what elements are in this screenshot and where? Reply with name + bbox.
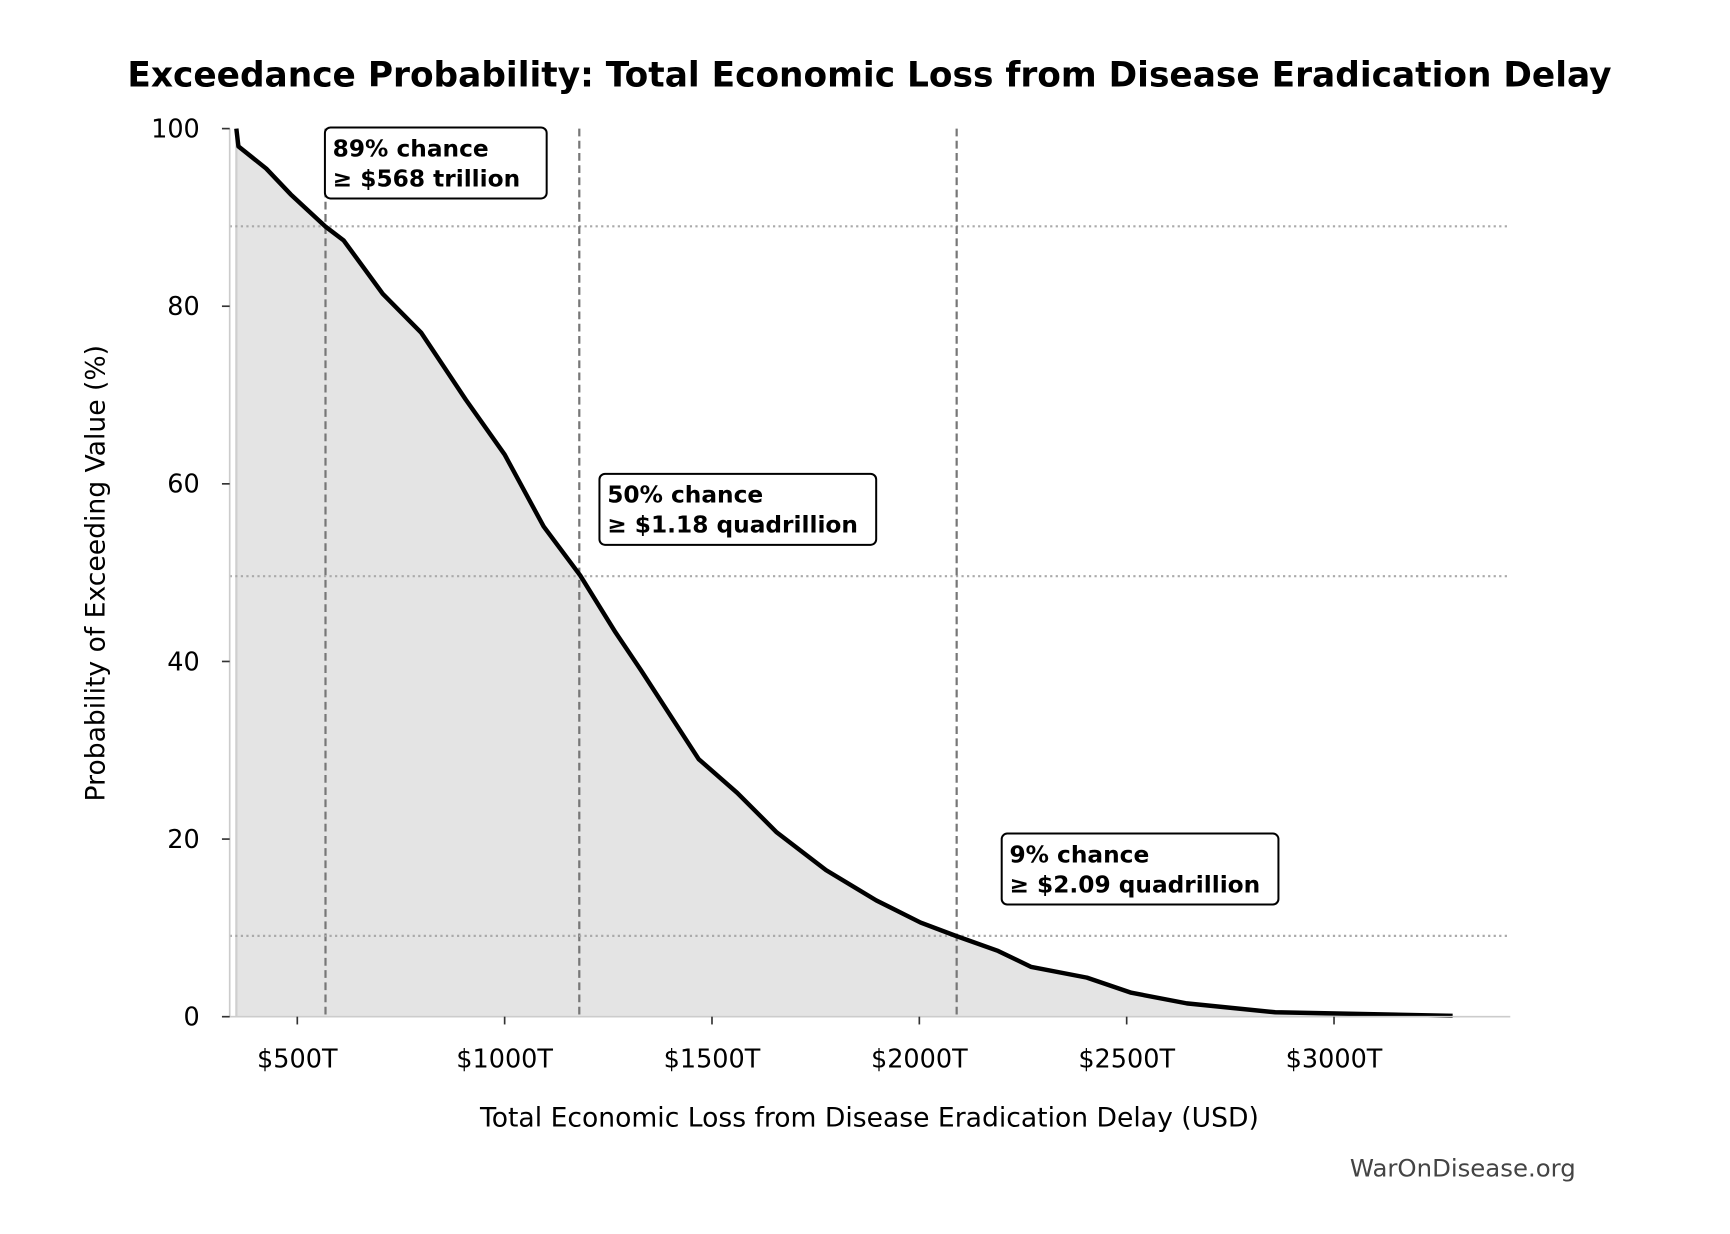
chart-title: Exceedance Probability: Total Economic L… <box>127 55 1611 95</box>
x-tick-label: $1000T <box>456 1045 553 1075</box>
y-tick-label: 100 <box>151 114 200 144</box>
annotation-line1: 89% chance <box>333 135 489 162</box>
x-tick-label: $500T <box>257 1045 338 1075</box>
plot-area: $500T $1000T $1500T $2000T $2500T $3000T 0 20 40… <box>151 114 1511 1075</box>
x-tick-label: $3000T <box>1286 1045 1383 1075</box>
annotation-line1: 50% chance <box>607 482 763 509</box>
x-tick-label: $1500T <box>664 1045 761 1075</box>
x-axis-label: Total Economic Loss from Disease Eradica… <box>479 1102 1259 1133</box>
exceedance-curve <box>234 128 1453 1019</box>
annotation-line2: ≥ $1.18 quadrillion <box>607 512 858 539</box>
y-tick-label: 0 <box>184 1003 200 1033</box>
annotation-line2: ≥ $568 trillion <box>333 165 521 192</box>
annotation-box-2: 9% chance ≥ $2.09 quadrillion <box>1000 832 1280 906</box>
y-tick-label: 80 <box>167 292 199 322</box>
annotation-border <box>598 472 878 546</box>
annotation-border <box>323 126 548 200</box>
annotation-box-0: 89% chance ≥ $568 trillion <box>323 126 548 200</box>
y-tick-label: 40 <box>167 647 199 677</box>
x-tick-label: $2000T <box>871 1045 968 1075</box>
annotation-line2: ≥ $2.09 quadrillion <box>1009 871 1260 898</box>
watermark: WarOnDisease.org <box>1350 1153 1576 1182</box>
annotation-line1: 9% chance <box>1009 841 1149 868</box>
annotation-border <box>1000 832 1280 906</box>
area-fill <box>236 128 1453 1017</box>
y-tick-label: 60 <box>167 470 199 500</box>
y-axis-label: Probability of Exceeding Value (%) <box>80 345 111 801</box>
x-tick-label: $2500T <box>1078 1045 1175 1075</box>
annotation-box-1: 50% chance ≥ $1.18 quadrillion <box>598 472 878 546</box>
y-tick-label: 20 <box>167 825 199 855</box>
